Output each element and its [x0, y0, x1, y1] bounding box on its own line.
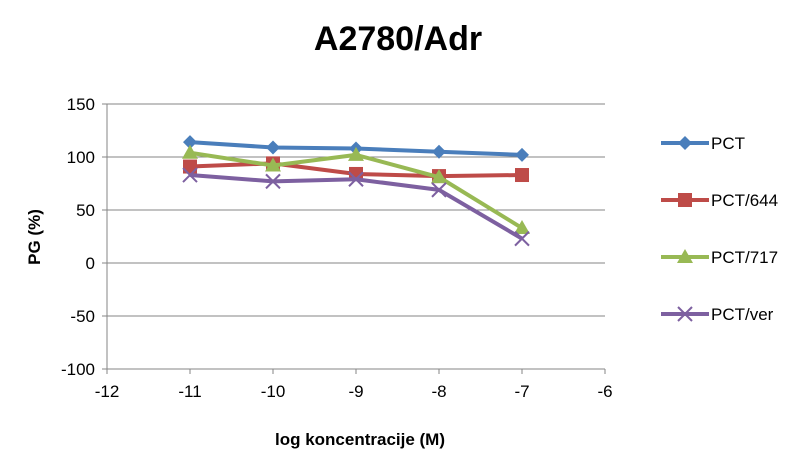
y-axis-label: PG (%): [25, 209, 44, 265]
data-point-pct-644: [515, 168, 529, 183]
x-tick-label: -11: [178, 382, 201, 401]
series-group: [182, 135, 530, 247]
data-point-pct: [432, 144, 446, 159]
data-point-pct-ver: [182, 167, 198, 183]
series-line-pct-ver: [189, 173, 524, 241]
y-tick-label: 50: [76, 201, 95, 220]
y-tick-label: 100: [67, 148, 95, 167]
axes: [102, 103, 606, 374]
legend-marker: [678, 136, 692, 150]
tick-labels: -100 -50 0 50 100 150 -12 -11 -10 -9 -8 -7 -6: [61, 95, 613, 401]
x-tick-label: -6: [597, 382, 612, 401]
legend-item-pct-717: PCT/717: [661, 248, 778, 267]
legend-item-pct: PCT: [661, 134, 745, 153]
y-tick-label: -50: [70, 307, 95, 326]
x-tick-label: -8: [431, 382, 446, 401]
grid-lines: [107, 103, 605, 317]
legend: PCT PCT/644 PCT/717 PCT/ver: [661, 134, 778, 324]
data-point-pct-ver: [265, 173, 281, 190]
data-point-pct-717: [265, 157, 281, 172]
x-tick-label: -10: [261, 382, 286, 401]
data-point-pct-ver: [431, 182, 447, 198]
data-point-pct-717: [182, 144, 198, 159]
y-tick-label: 150: [67, 95, 95, 114]
legend-label: PCT/717: [711, 248, 778, 267]
y-tick-label: 0: [86, 254, 95, 273]
legend-marker: [678, 193, 692, 207]
data-point-pct: [183, 135, 197, 150]
legend-item-pct-644: PCT/644: [661, 191, 778, 210]
data-point-pct-717: [348, 146, 364, 161]
legend-label: PCT: [711, 134, 745, 153]
legend-marker: [677, 306, 693, 322]
legend-label: PCT/ver: [711, 305, 774, 324]
data-point-pct-717: [514, 220, 530, 235]
data-point-pct-ver: [348, 171, 364, 187]
data-point-pct: [266, 140, 280, 155]
series-pct-ver: [182, 167, 530, 247]
legend-item-pct-ver: PCT/ver: [661, 305, 774, 324]
x-axis-label: log koncentracije (M): [275, 430, 445, 449]
data-point-pct-ver: [514, 230, 530, 247]
chart-title: A2780/Adr: [314, 20, 482, 58]
legend-marker: [677, 249, 693, 263]
x-tick-label: -9: [348, 382, 363, 401]
legend-label: PCT/644: [711, 191, 778, 210]
data-point-pct: [515, 147, 529, 162]
x-tick-label: -7: [514, 382, 529, 401]
y-tick-label: -100: [61, 360, 95, 379]
data-point-pct-644: [183, 159, 197, 174]
x-tick-label: -12: [95, 382, 120, 401]
data-point-pct-717: [431, 169, 447, 184]
series-pct-717: [182, 144, 530, 235]
